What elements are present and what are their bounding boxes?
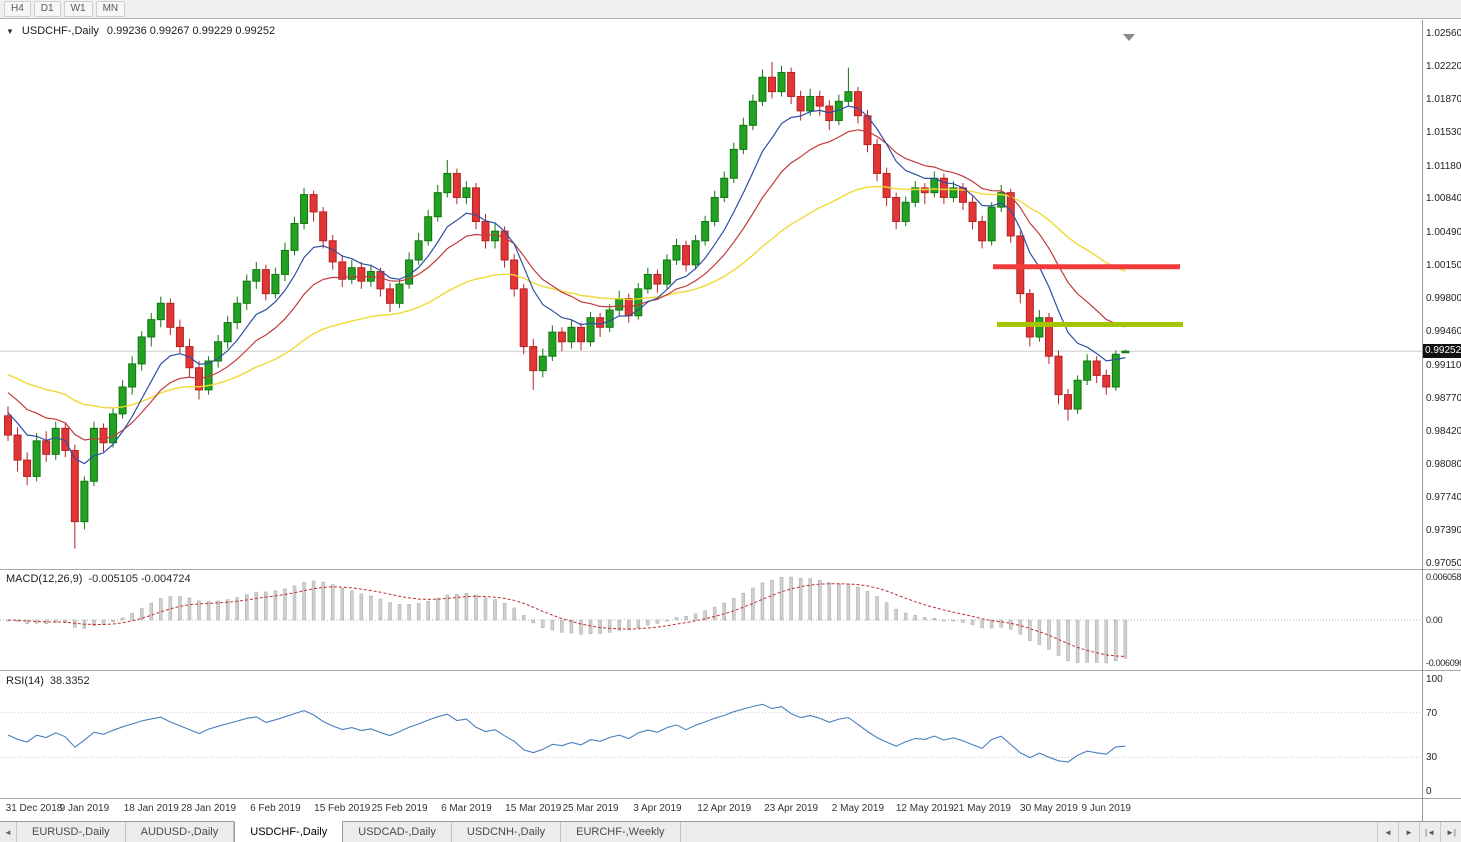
- price-axis-label: 1.00490: [1426, 227, 1461, 239]
- chart-tab-usdcnh-daily[interactable]: USDCNH-,Daily: [452, 822, 562, 842]
- date-axis-label: 6 Mar 2019: [441, 803, 492, 814]
- chart-tab-audusd-daily[interactable]: AUDUSD-,Daily: [126, 822, 235, 842]
- price-axis-label: 1.02560: [1426, 28, 1461, 39]
- macd-axis-label: -0.006096: [1426, 658, 1461, 668]
- price-axis[interactable]: 0.99252 1.02560 1.02220 1.01870 1.01530 1.01…: [1422, 20, 1461, 821]
- date-axis-label: 3 Apr 2019: [633, 803, 682, 814]
- rsi-indicator-label: RSI(14) 38.3352: [6, 675, 90, 687]
- macd-indicator-label: MACD(12,26,9) -0.005105 -0.004724: [6, 573, 191, 585]
- timeframe-button-w1[interactable]: W1: [63, 1, 93, 17]
- date-axis-label: 6 Feb 2019: [250, 803, 301, 814]
- panel-divider[interactable]: [0, 798, 1461, 799]
- rsi-axis-label: 100: [1426, 674, 1443, 685]
- rsi-axis-label: 70: [1426, 707, 1438, 719]
- macd-histogram: [6, 576, 1128, 664]
- chart-tab-eurchf-weekly[interactable]: EURCHF-,Weekly: [561, 822, 681, 842]
- scroll-tabs-left-icon[interactable]: ◄: [1377, 822, 1398, 842]
- slow-ma-line[interactable]: [7, 185, 1126, 409]
- timeframe-button-h4[interactable]: H4: [4, 1, 31, 17]
- panel-divider[interactable]: [0, 670, 1461, 671]
- price-axis-label: 0.98080: [1426, 458, 1461, 470]
- chart-title: ▼ USDCHF-,Daily 0.99236 0.99267 0.99229 …: [6, 25, 275, 37]
- rsi-line[interactable]: [7, 703, 1126, 763]
- date-axis-label: 9 Jan 2019: [59, 803, 110, 814]
- price-axis-label: 0.99460: [1426, 326, 1461, 338]
- current-price-tag: 0.99252: [1423, 344, 1461, 359]
- price-axis-label: 1.00150: [1426, 259, 1461, 271]
- price-axis-label: 1.01870: [1426, 94, 1461, 106]
- date-axis-label: 28 Jan 2019: [181, 803, 237, 814]
- chart-dropdown-icon[interactable]: ▼: [6, 26, 14, 36]
- macd-axis-label: 0.006058: [1426, 572, 1461, 582]
- date-axis-label: 15 Mar 2019: [505, 803, 562, 814]
- price-axis-label: 1.01530: [1426, 127, 1461, 139]
- price-axis-label: 0.97740: [1426, 491, 1461, 503]
- go-last-tab-icon[interactable]: ►|: [1440, 822, 1461, 842]
- macd-axis-label: 0.00: [1426, 615, 1443, 625]
- date-axis-label: 2 May 2019: [831, 803, 885, 814]
- date-axis-label: 9 Jun 2019: [1081, 803, 1132, 814]
- price-axis-label: 1.02220: [1426, 60, 1461, 72]
- date-axis-label: 31 Dec 2018: [5, 803, 63, 814]
- price-axis-label: 0.98770: [1426, 392, 1461, 404]
- support-line[interactable]: [997, 321, 1183, 327]
- price-chart-canvas[interactable]: [0, 20, 1422, 569]
- resistance-line[interactable]: [993, 264, 1180, 270]
- date-axis-label: 30 May 2019: [1020, 803, 1078, 814]
- timeframe-button-mn[interactable]: MN: [95, 1, 126, 17]
- chart-tab-usdchf-daily[interactable]: USDCHF-,Daily: [234, 821, 344, 842]
- macd-signal-line[interactable]: [7, 583, 1126, 657]
- macd-values: -0.005105 -0.004724: [88, 573, 191, 585]
- date-axis-label: 12 Apr 2019: [697, 803, 752, 814]
- date-axis-label: 25 Feb 2019: [371, 803, 428, 814]
- date-axis-label: 12 May 2019: [895, 803, 954, 814]
- date-axis-label: 21 May 2019: [953, 803, 1011, 814]
- rsi-canvas[interactable]: [0, 671, 1422, 798]
- chart-shift-marker-icon[interactable]: [1123, 34, 1135, 41]
- chart-symbol-label: USDCHF-,Daily: [21, 25, 99, 37]
- candle-wicks: [7, 61, 1126, 549]
- price-axis-label: 0.99110: [1426, 359, 1461, 371]
- macd-canvas[interactable]: [0, 570, 1422, 670]
- timeframe-toolbar: H4 D1 W1 MN: [0, 0, 1461, 19]
- go-first-tab-icon[interactable]: |◄: [1419, 822, 1440, 842]
- rsi-name: RSI(14): [6, 675, 44, 687]
- scroll-tabs-right-icon[interactable]: ►: [1398, 822, 1419, 842]
- chart-tab-usdcad-daily[interactable]: USDCAD-,Daily: [343, 822, 452, 842]
- candle-bodies: [4, 71, 1130, 523]
- price-axis-label: 0.98420: [1426, 426, 1461, 438]
- price-axis-label: 1.01180: [1426, 160, 1461, 172]
- fast-ma-line[interactable]: [7, 105, 1126, 465]
- rsi-axis-label: 0: [1426, 786, 1432, 797]
- price-axis-label: 0.97050: [1426, 558, 1461, 569]
- price-axis-label: 1.00840: [1426, 193, 1461, 205]
- date-axis-label: 15 Feb 2019: [314, 803, 371, 814]
- rsi-value: 38.3352: [49, 675, 90, 687]
- medium-ma-line[interactable]: [7, 129, 1126, 441]
- chart-tab-bar: ◄ EURUSD-,Daily AUDUSD-,Daily USDCHF-,Daily…: [0, 821, 1461, 842]
- date-axis-label: 23 Apr 2019: [764, 803, 819, 814]
- tab-scroll-left-icon[interactable]: ◄: [0, 822, 17, 842]
- timeframe-button-d1[interactable]: D1: [33, 1, 61, 17]
- tab-bar-spacer: [681, 822, 1377, 842]
- macd-name: MACD(12,26,9): [6, 573, 83, 585]
- price-axis-label: 0.97390: [1426, 525, 1461, 537]
- panel-divider[interactable]: [0, 569, 1461, 570]
- chart-ohlc-values: 0.99236 0.99267 0.99229 0.99252: [106, 25, 276, 37]
- date-axis-label: 18 Jan 2019: [123, 803, 179, 814]
- chart-tab-eurusd-daily[interactable]: EURUSD-,Daily: [17, 822, 126, 842]
- date-axis-label: 25 Mar 2019: [562, 803, 619, 814]
- rsi-axis-label: 30: [1426, 752, 1438, 764]
- date-axis[interactable]: 31 Dec 2018 9 Jan 2019 18 Jan 2019 28 Jan 2…: [0, 799, 1422, 821]
- price-axis-label: 0.99800: [1426, 293, 1461, 305]
